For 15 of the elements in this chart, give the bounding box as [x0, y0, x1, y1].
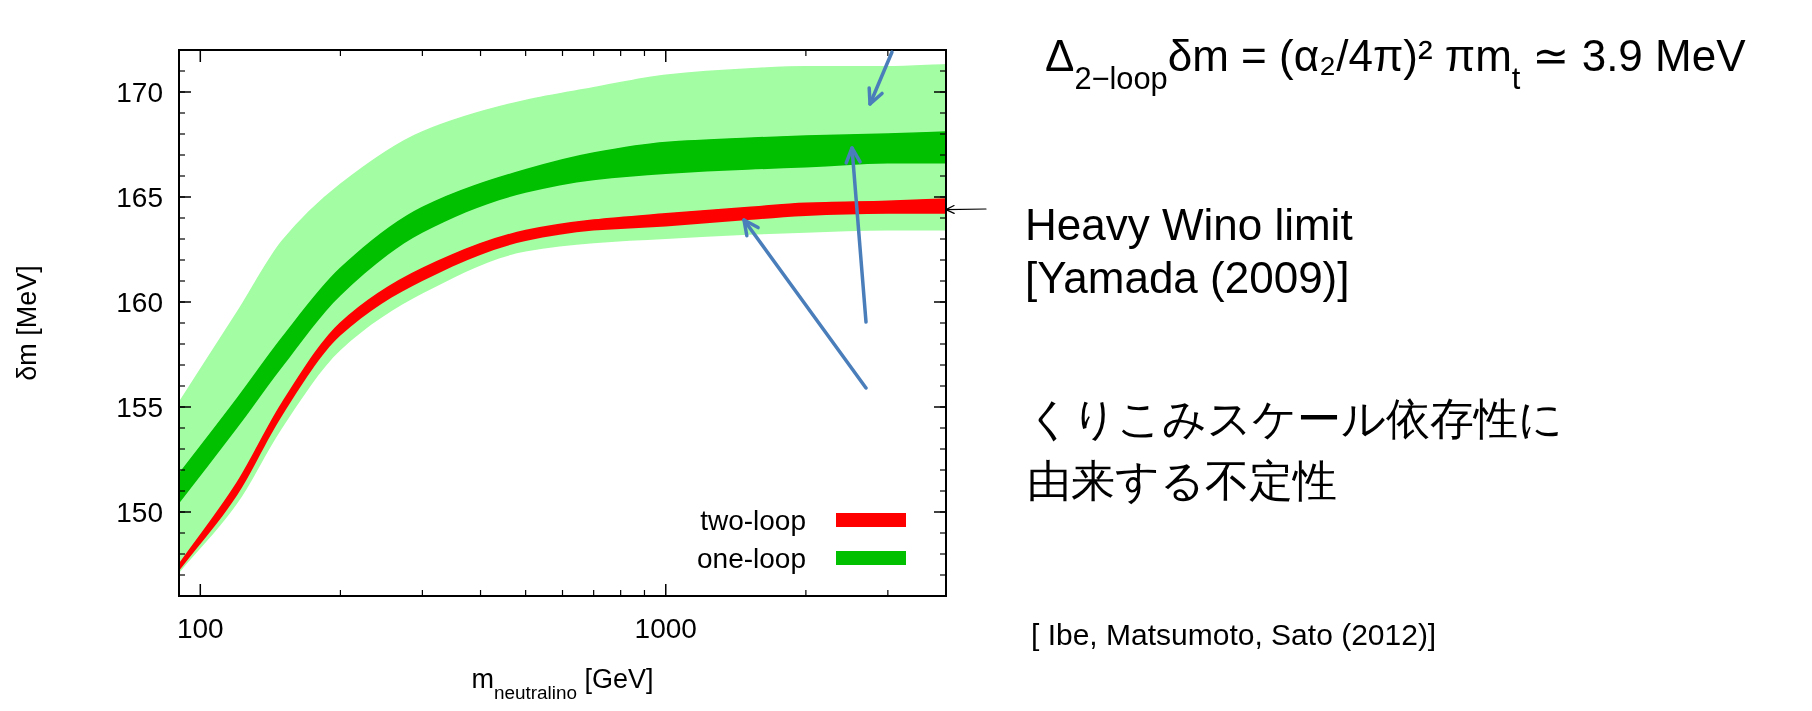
y-tick-label: 170 — [116, 77, 163, 108]
y-tick-label: 155 — [116, 392, 163, 423]
legend-label: two-loop — [700, 505, 806, 536]
text: Δ$_{2−loop}$δm = (α₂/4π)² πm$_{t}$ ≃ 3.9 MeV — [1045, 31, 1746, 96]
y-tick-label: 150 — [116, 497, 163, 528]
text: くりこみスケール依存性に由来する不定性 — [1027, 394, 1563, 505]
x-tick-label: 1000 — [634, 613, 697, 644]
y-tick-label: 160 — [116, 287, 163, 318]
y-axis-title: δm [MeV] — [12, 265, 42, 381]
x-axis-title: m$_{neutralino}$ [GeV] — [471, 664, 654, 703]
y-tick-label: 165 — [116, 182, 163, 213]
legend-label: one-loop — [697, 543, 806, 574]
annotation: Heavy Wino limit [Yamada (2009)] — [1025, 200, 1353, 302]
x-tick-label: 100 — [176, 613, 224, 644]
text: [ Ibe, Matsumoto, Sato (2012)] — [1031, 618, 1437, 651]
